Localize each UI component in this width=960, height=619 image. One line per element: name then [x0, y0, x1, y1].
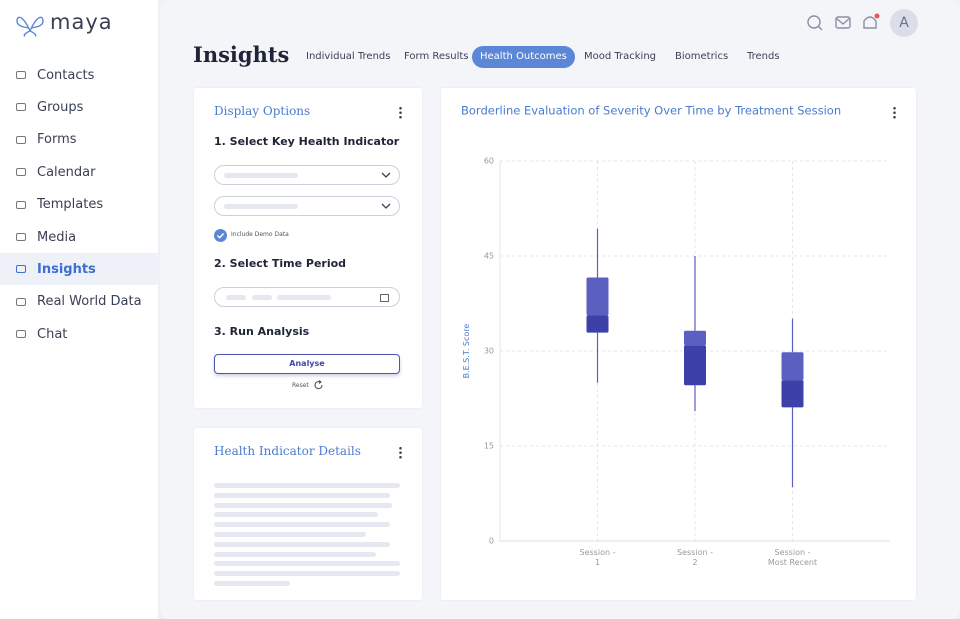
menu[interactable] — [399, 446, 402, 459]
reset-button[interactable]: Reset — [292, 382, 309, 389]
nav-item[interactable]: Templates — [0, 189, 158, 221]
brand: maya — [50, 10, 113, 34]
box-upper — [586, 277, 609, 316]
x-tick-label: Session -2 — [677, 548, 713, 567]
step-label: 1. Select Key Health Indicator — [214, 135, 400, 148]
tab[interactable]: Trends — [747, 51, 780, 62]
y-tick-label: 30 — [484, 347, 494, 356]
nav-item[interactable]: Groups — [0, 91, 158, 123]
y-tick-label: 60 — [484, 157, 494, 166]
dropdown[interactable] — [214, 196, 400, 216]
checkbox-label: Include Demo Data — [231, 231, 289, 238]
placeholder-line — [214, 483, 400, 488]
tab[interactable]: Individual Trends — [306, 51, 391, 62]
x-tick-label: Session -1 — [580, 548, 616, 567]
analyse-button[interactable]: Analyse — [214, 354, 400, 374]
nav-label: Templates — [37, 197, 104, 213]
box-upper — [684, 330, 706, 346]
logo-icon — [16, 16, 44, 37]
avatar[interactable]: A — [890, 9, 918, 37]
nav-label: Insights — [37, 261, 96, 277]
tab[interactable]: Biometrics — [675, 51, 729, 62]
nav-item[interactable]: Forms — [0, 124, 158, 156]
main: Insights Individual Trends Form Results He… — [160, 0, 960, 619]
display-options-card: Display Options 1. Select Key Health Ind… — [194, 88, 422, 408]
box-lower — [781, 380, 804, 408]
page-title: Insights — [193, 42, 290, 67]
nav-label: Media — [37, 229, 77, 245]
nav-label: Chat — [37, 326, 68, 342]
box-upper — [781, 352, 804, 381]
chart: Borderline Evaluation of Severity Over T… — [461, 104, 890, 567]
placeholder-line — [214, 512, 378, 518]
nav-item[interactable]: Chat — [0, 318, 158, 350]
step-label: 2. Select Time Period — [214, 257, 347, 270]
details-card: Health Indicator Details — [194, 428, 422, 600]
checkbox[interactable] — [214, 229, 227, 242]
sidebar: maya Contacts Groups Forms Calendar Template… — [0, 0, 158, 619]
x-tick-label: Session -Most Recent — [768, 548, 817, 567]
nav-label: Contacts — [37, 67, 95, 83]
card-title: Health Indicator Details — [214, 444, 361, 458]
toolbar-icons[interactable] — [805, 12, 885, 34]
nav-item[interactable]: Media — [0, 221, 158, 253]
y-axis-label: B.E.S.T. Score — [462, 324, 471, 379]
tab[interactable]: Health Outcomes — [472, 46, 575, 68]
nav-label: Groups — [37, 99, 84, 115]
placeholder-line — [214, 532, 366, 537]
menu[interactable] — [893, 106, 896, 119]
box-lower — [586, 315, 609, 333]
tab[interactable]: Mood Tracking — [584, 51, 657, 62]
nav-item[interactable]: Real World Data — [0, 286, 158, 318]
tab[interactable]: Form Results — [404, 51, 469, 62]
box-lower — [684, 345, 706, 386]
y-tick-label: 45 — [484, 252, 494, 261]
y-tick-label: 0 — [489, 537, 494, 546]
reset-icon[interactable] — [314, 380, 324, 390]
menu[interactable] — [399, 106, 402, 119]
nav-item[interactable]: Contacts — [0, 59, 158, 91]
chart-card: Borderline Evaluation of Severity Over T… — [441, 88, 916, 600]
placeholder-line — [214, 502, 392, 508]
dropdown[interactable] — [214, 165, 400, 185]
placeholder-line — [214, 561, 400, 567]
placeholder-line — [214, 581, 290, 586]
nav-label: Forms — [37, 132, 77, 148]
placeholder-line — [214, 571, 400, 577]
nav-label: Calendar — [37, 164, 96, 180]
date-input[interactable] — [214, 287, 400, 307]
chart-title: Borderline Evaluation of Severity Over T… — [461, 104, 841, 118]
step-label: 3. Run Analysis — [214, 325, 310, 338]
placeholder-line — [214, 551, 376, 557]
nav-item[interactable]: Calendar — [0, 156, 158, 188]
nav-label: Real World Data — [37, 294, 142, 310]
placeholder-line — [214, 492, 390, 498]
placeholder-line — [214, 541, 390, 547]
card-title: Display Options — [214, 104, 311, 118]
placeholder-line — [214, 522, 390, 528]
nav-item[interactable]: Insights — [0, 253, 158, 286]
y-tick-label: 15 — [484, 442, 494, 451]
